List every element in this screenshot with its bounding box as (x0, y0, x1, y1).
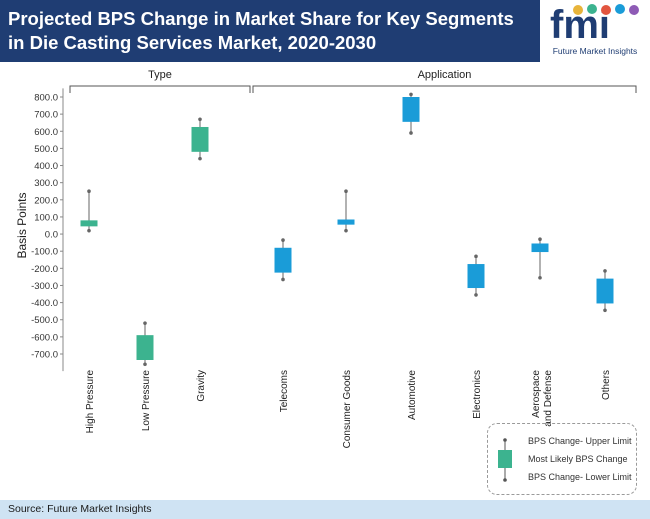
lower-limit-point (474, 293, 478, 297)
legend-lower-limit: BPS Change- Lower Limit (528, 472, 632, 482)
x-tick-label: Aerospace (531, 370, 542, 418)
lower-limit-point (344, 228, 348, 233)
y-tick-label: 0.0 (45, 230, 58, 241)
y-tick-label: -600.0 (31, 332, 58, 343)
y-tick-label: 600.0 (34, 127, 58, 138)
y-tick-label: -500.0 (31, 315, 58, 326)
likely-change-box (402, 97, 420, 122)
lower-limit-point (538, 275, 542, 280)
fmi-logo-icon: fmi (550, 3, 639, 44)
y-tick-label: -700.0 (31, 350, 58, 361)
upper-limit-point (538, 237, 542, 242)
footer-bar: Source: Future Market Insights (0, 500, 650, 519)
likely-change-box (274, 247, 292, 273)
y-tick-label: -200.0 (31, 264, 58, 275)
lower-limit-point (409, 131, 413, 135)
likely-change-box (337, 219, 355, 225)
chart-title: Projected BPS Change in Market Share for… (8, 8, 514, 53)
likely-change-box (191, 126, 209, 152)
y-tick-label: 300.0 (34, 178, 58, 189)
lower-limit-point (603, 308, 607, 313)
likely-change-box (596, 278, 614, 304)
x-tick-label: Low Pressure (141, 370, 152, 432)
x-tick-label: Electronics (472, 370, 483, 419)
lower-limit-point (87, 228, 91, 233)
box-chart: 800.0 700.0 600.0 500.0 400.0 300.0 200.0 100.0… (15, 69, 637, 448)
upper-limit-point (143, 321, 147, 325)
x-tick-label: High Pressure (85, 370, 96, 434)
likely-change-box (80, 220, 98, 227)
upper-limit-point (281, 238, 285, 242)
upper-limit-point (474, 254, 478, 259)
x-tick-label: Automotive (407, 370, 418, 420)
x-tick-label: Consumer Goods (342, 370, 353, 448)
legend-box-icon (498, 438, 512, 482)
upper-limit-point (344, 189, 348, 194)
upper-limit-point (87, 189, 91, 194)
likely-change-box (531, 243, 549, 253)
brand-logo: fmi Future Market Insights (540, 0, 650, 62)
likely-change-box (136, 335, 154, 360)
likely-change-box (467, 264, 485, 289)
x-tick-label: and Defense (543, 370, 554, 427)
upper-limit-point (603, 269, 607, 273)
source-note: Source: Future Market Insights (8, 503, 152, 515)
legend-upper-limit: BPS Change- Upper Limit (528, 436, 632, 446)
lower-limit-point (281, 277, 285, 282)
y-tick-label: 500.0 (34, 144, 58, 155)
y-tick-label: 800.0 (34, 93, 58, 104)
y-tick-label: -400.0 (31, 298, 58, 309)
y-tick-label: -300.0 (31, 281, 58, 292)
x-tick-label: Gravity (196, 370, 207, 402)
upper-limit-point (198, 117, 202, 122)
y-tick-label: 100.0 (34, 212, 58, 223)
x-tick-label: Others (601, 370, 612, 400)
group-label: Type (148, 69, 172, 81)
group-label: Application (418, 69, 472, 81)
legend: BPS Change- Upper Limit Most Likely BPS … (487, 423, 637, 495)
lower-limit-point (143, 362, 147, 367)
lower-limit-point (198, 156, 202, 161)
y-tick-label: -100.0 (31, 247, 58, 258)
y-tick-label: 700.0 (34, 110, 58, 121)
group-bracket (252, 85, 637, 93)
header-bar: Projected BPS Change in Market Share for… (0, 0, 650, 62)
group-bracket (69, 85, 251, 93)
y-tick-label: 200.0 (34, 195, 58, 206)
legend-most-likely: Most Likely BPS Change (528, 454, 628, 464)
upper-limit-point (409, 92, 413, 97)
y-tick-label: 400.0 (34, 161, 58, 172)
brand-name: Future Market Insights (552, 46, 638, 56)
y-axis-label: Basis Points (15, 192, 29, 258)
x-tick-label: Telecoms (279, 370, 290, 412)
